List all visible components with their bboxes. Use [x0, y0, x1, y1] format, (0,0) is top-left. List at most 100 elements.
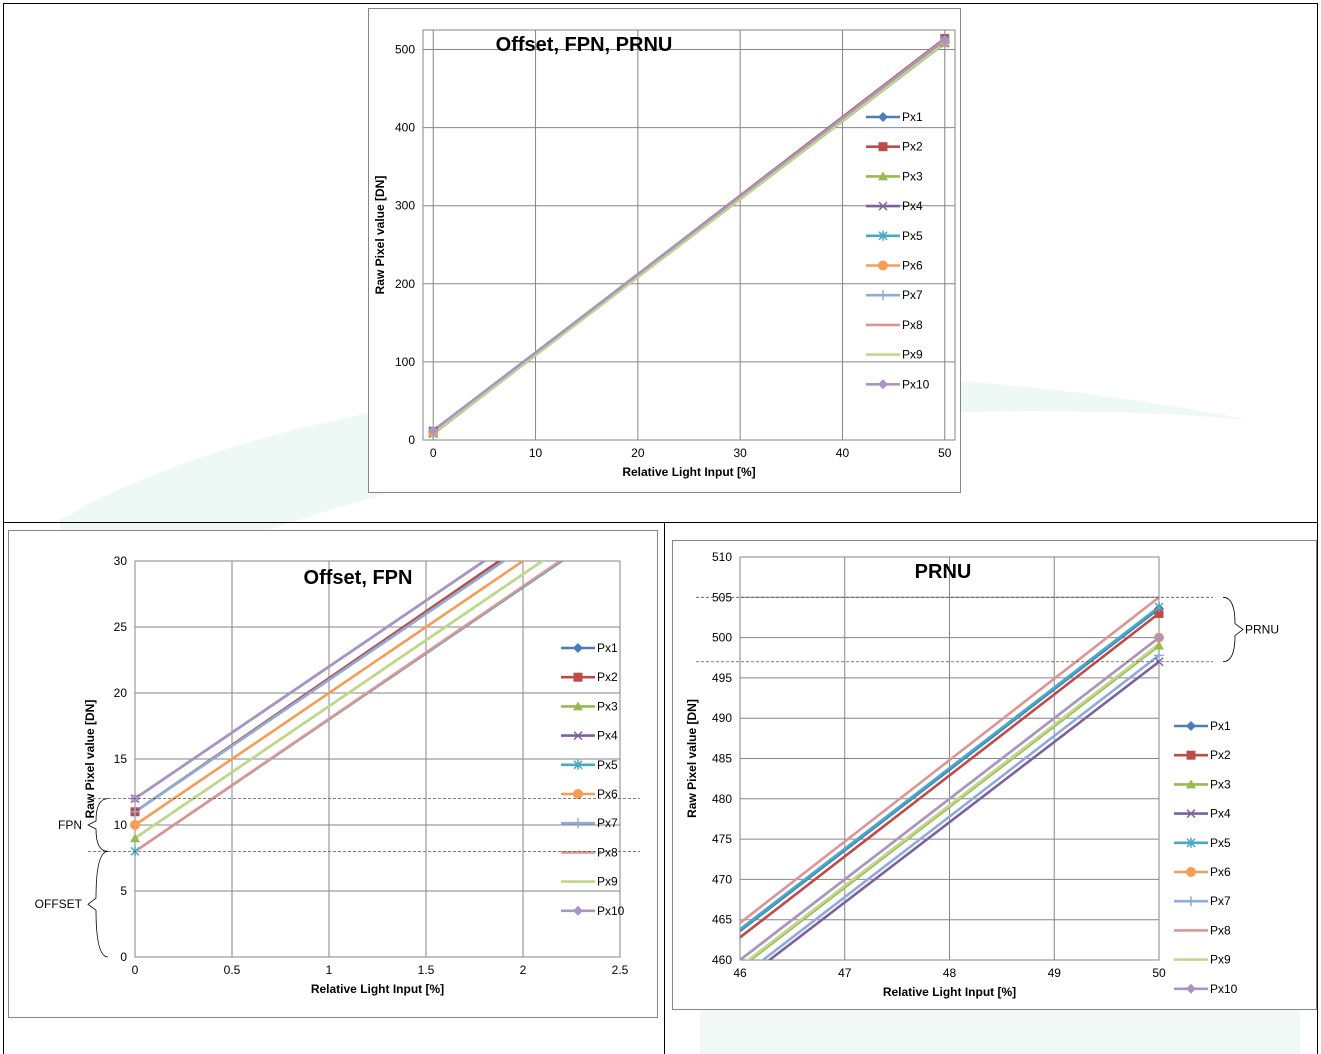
y-tick-label: 20	[114, 686, 128, 700]
prnu-label: PRNU	[1245, 623, 1279, 637]
data-point-px3	[1154, 640, 1164, 650]
legend-marker	[1186, 779, 1196, 789]
legend-label: Px8	[597, 845, 618, 859]
legend-item-px7: Px7	[1174, 894, 1231, 908]
x-tick-label: 40	[836, 446, 850, 460]
y-tick-label: 400	[395, 121, 415, 135]
legend-label: Px6	[1210, 865, 1231, 879]
legend-marker	[878, 230, 888, 241]
y-tick-label: 300	[395, 199, 415, 213]
legend-marker	[878, 112, 888, 122]
legend-marker	[573, 905, 583, 916]
data-point-px7	[130, 806, 140, 817]
x-tick-label: 20	[631, 446, 645, 460]
x-tick-label: 47	[838, 966, 852, 980]
legend-marker	[573, 731, 583, 741]
series-group	[135, 561, 565, 853]
y-tick-label: 500	[712, 631, 732, 645]
x-axis-label: Relative Light Input [%]	[311, 982, 444, 996]
y-tick-label: 500	[395, 43, 415, 57]
data-point-px6	[130, 820, 140, 830]
x-tick-label: 0	[132, 963, 139, 977]
legend-label: Px1	[1210, 719, 1231, 733]
y-tick-label: 15	[114, 752, 128, 766]
y-tick-label: 510	[712, 550, 732, 564]
fpn-brace	[87, 798, 109, 852]
legend-marker	[573, 672, 583, 682]
legend-label: Px8	[1210, 923, 1231, 937]
x-tick-label: 46	[733, 966, 747, 980]
x-tick-label: 2	[520, 963, 527, 977]
series-group	[740, 596, 1159, 960]
legend-label: Px8	[902, 318, 923, 332]
y-tick-label: 25	[114, 620, 128, 634]
legend-marker	[1186, 750, 1196, 760]
y-axis-label: Raw Pixel value [DN]	[83, 700, 97, 819]
y-axis-label: Raw Pixel value [DN]	[373, 176, 387, 295]
legend-item-px6: Px6	[866, 259, 923, 273]
y-tick-label: 485	[712, 752, 732, 766]
y-axis-label: Raw Pixel value [DN]	[685, 699, 699, 818]
x-tick-label: 10	[529, 446, 543, 460]
legend-label: Px4	[902, 199, 923, 213]
legend-marker	[573, 818, 583, 829]
markers-group	[1154, 601, 1164, 667]
legend-marker	[878, 290, 888, 301]
legend-item-px2: Px2	[866, 140, 923, 154]
markers-group	[428, 34, 950, 439]
legend-item-px9: Px9	[866, 348, 923, 362]
legend-item-px9: Px9	[561, 875, 618, 889]
legend-item-px5: Px5	[561, 758, 618, 772]
cell-border-middle	[3, 522, 1318, 523]
legend-item-px9: Px9	[1174, 953, 1231, 967]
data-point-px7	[1154, 650, 1164, 661]
legend-item-px10: Px10	[561, 904, 625, 918]
x-tick-label: 48	[943, 966, 957, 980]
markers-group	[130, 793, 140, 857]
legend-marker	[1186, 867, 1196, 877]
chart-area-border	[368, 8, 961, 493]
legend-label: Px3	[902, 169, 923, 183]
series-line-px10	[740, 636, 1159, 960]
legend-item-px10: Px10	[866, 377, 930, 391]
legend-label: Px5	[1210, 836, 1231, 850]
y-tick-label: 470	[712, 872, 732, 886]
legend-item-px6: Px6	[561, 787, 618, 801]
offset-label: OFFSET	[35, 897, 83, 911]
legend-item-px6: Px6	[1174, 865, 1231, 879]
x-tick-label: 2.5	[612, 963, 629, 977]
legend: Px1 Px2 Px3 Px4 Px5 Px6 Px7 Px8 Px9 Px10	[866, 110, 930, 391]
series-line-px5	[740, 605, 1159, 931]
series-line-px10	[432, 39, 946, 432]
data-point-px3	[130, 833, 140, 843]
legend-item-px3: Px3	[866, 169, 923, 183]
legend-label: Px5	[902, 229, 923, 243]
y-tick-label: 480	[712, 792, 732, 806]
cell-border-right	[1317, 3, 1318, 1054]
legend-label: Px10	[597, 904, 625, 918]
data-point-px10	[1154, 632, 1164, 643]
chart-area-border	[8, 530, 658, 1018]
y-tick-label: 460	[712, 953, 732, 967]
legend-item-px7: Px7	[866, 288, 923, 302]
series-line-px9	[432, 41, 946, 435]
cell-border-top	[3, 3, 1318, 4]
legend: Px1 Px2 Px3 Px4 Px5 Px6 Px7 Px8 Px9 Px10	[1174, 719, 1238, 996]
legend-marker	[573, 701, 583, 711]
offset-brace	[87, 851, 109, 958]
data-point-px2	[1154, 608, 1164, 618]
x-tick-label: 0.5	[224, 963, 241, 977]
chart-title: PRNU	[915, 561, 972, 583]
cell-border-center	[664, 522, 665, 1054]
fpn-label: FPN	[58, 818, 82, 832]
legend-label: Px3	[1210, 777, 1231, 791]
y-tick-label: 30	[114, 554, 128, 568]
y-tick-label: 5	[120, 884, 127, 898]
y-tick-label: 10	[114, 818, 128, 832]
legend-label: Px10	[902, 377, 930, 391]
legend-label: Px1	[902, 110, 923, 124]
legend-item-px1: Px1	[561, 641, 618, 655]
legend-marker	[1186, 809, 1196, 819]
